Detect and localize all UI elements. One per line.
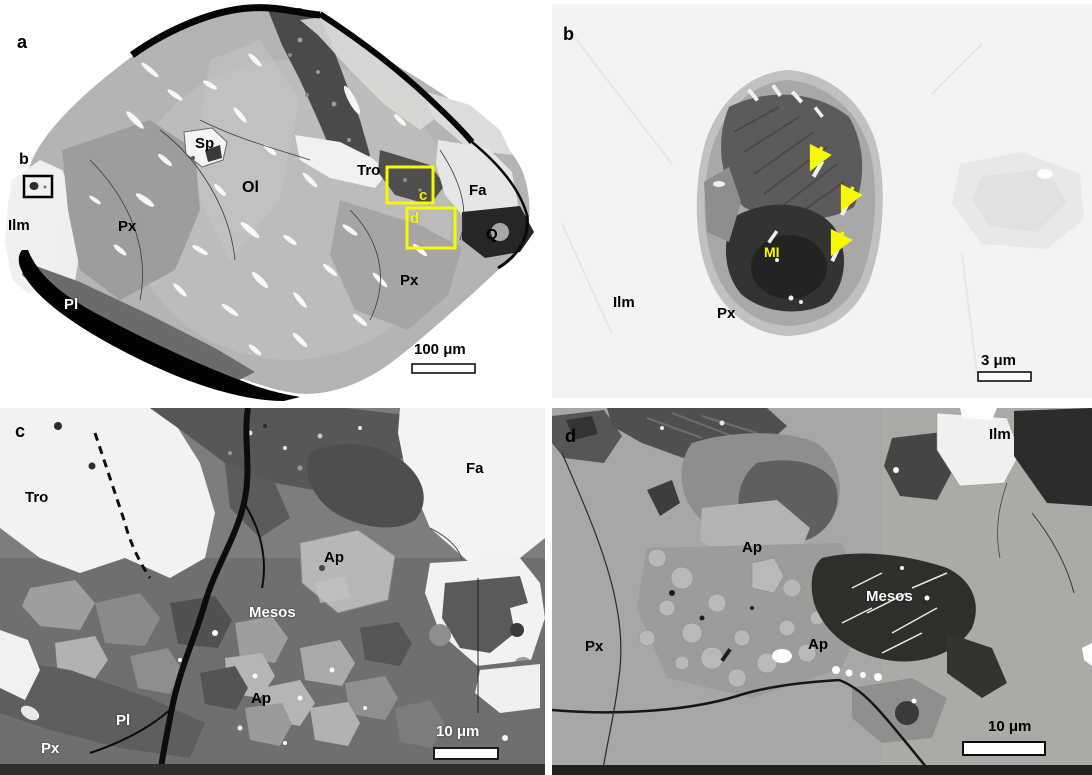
scale-text-d: 10 μm bbox=[988, 718, 1032, 735]
label-melt-inclusion: MI bbox=[764, 244, 780, 260]
mineral-label-px-c: Px bbox=[41, 740, 60, 757]
panel-b-scratches bbox=[561, 33, 983, 375]
mineral-label-tro: Tro bbox=[357, 162, 381, 179]
mineral-label-ilm-d: Ilm bbox=[989, 426, 1011, 443]
mineral-label-pl-c: Pl bbox=[116, 712, 131, 729]
mineral-label-px-right: Px bbox=[400, 272, 419, 289]
mineral-label-q: Q bbox=[486, 226, 498, 243]
mineral-label-mesos-d: Mesos bbox=[866, 588, 913, 605]
yellow-arrow-icon bbox=[809, 143, 832, 172]
panel-a-letter: a bbox=[17, 32, 28, 52]
yellow-arrow-icon bbox=[840, 183, 863, 212]
mineral-label-px-left: Px bbox=[118, 218, 137, 235]
mineral-label-ap-upper-c: Ap bbox=[324, 549, 344, 566]
scale-bar bbox=[411, 363, 476, 374]
scale-bar bbox=[433, 747, 499, 760]
panel-d-letter: d bbox=[565, 426, 576, 446]
panel-d-cracks bbox=[552, 452, 1075, 775]
mineral-label-fa: Fa bbox=[469, 182, 487, 199]
panel-b-faint-grain bbox=[952, 152, 1084, 249]
mineral-label-ol: Ol bbox=[242, 179, 259, 196]
panel-a-micrograph bbox=[5, 4, 534, 401]
panel-b bbox=[552, 4, 1092, 398]
panel-a-veins bbox=[89, 53, 428, 356]
label-box-c: c bbox=[419, 187, 428, 204]
mineral-label-mesos-c: Mesos bbox=[249, 604, 296, 621]
mineral-label-ap-lower-d: Ap bbox=[808, 636, 828, 653]
panel-a-grain bbox=[5, 6, 534, 394]
mineral-label-px-d: Px bbox=[585, 638, 604, 655]
mineral-label-tro-c: Tro bbox=[25, 489, 49, 506]
scale-text-b: 3 μm bbox=[981, 352, 1017, 369]
mineral-label-sp: Sp bbox=[195, 135, 215, 152]
panel-c-bottom-strip bbox=[0, 764, 545, 775]
panel-b-letter: b bbox=[563, 24, 574, 44]
mineral-label-pl: Pl bbox=[64, 296, 79, 313]
panel-c bbox=[0, 408, 545, 775]
panel-c-regions bbox=[0, 408, 545, 763]
mineral-label-ilm: Ilm bbox=[8, 217, 30, 234]
inset-box-d bbox=[405, 206, 457, 250]
yellow-arrow-icons bbox=[809, 143, 863, 257]
mineral-label-ap-lower-c: Ap bbox=[251, 690, 271, 707]
panel-b-micrograph bbox=[552, 4, 1092, 398]
yellow-arrow-icon bbox=[830, 228, 853, 257]
panel-a-black-rim bbox=[18, 4, 529, 401]
panel-c-micrograph bbox=[0, 408, 545, 775]
inset-box-b bbox=[22, 174, 54, 199]
panel-d-regions bbox=[552, 408, 1092, 743]
panel-b-px-grain bbox=[696, 70, 883, 336]
inset-box-c bbox=[385, 165, 435, 205]
panel-d-micrograph bbox=[552, 408, 1092, 775]
panel-d bbox=[552, 408, 1092, 775]
label-inset-b: b bbox=[19, 151, 29, 168]
scale-text-c: 10 μm bbox=[436, 723, 480, 740]
panel-c-crack bbox=[89, 408, 265, 775]
mineral-label-ap-upper-d: Ap bbox=[742, 539, 762, 556]
panel-a bbox=[0, 0, 545, 402]
mineral-label-ilm-b: Ilm bbox=[613, 294, 635, 311]
scale-text-a: 100 μm bbox=[414, 341, 466, 358]
mineral-label-fa-c: Fa bbox=[466, 460, 484, 477]
mineral-label-px-b: Px bbox=[717, 305, 736, 322]
panel-d-bottom-strip bbox=[552, 765, 1092, 775]
panel-c-letter: c bbox=[15, 421, 26, 441]
panel-a-cracks bbox=[89, 119, 465, 321]
scale-bar bbox=[977, 371, 1032, 382]
scale-bar bbox=[962, 741, 1046, 756]
label-box-d: d bbox=[410, 210, 420, 227]
